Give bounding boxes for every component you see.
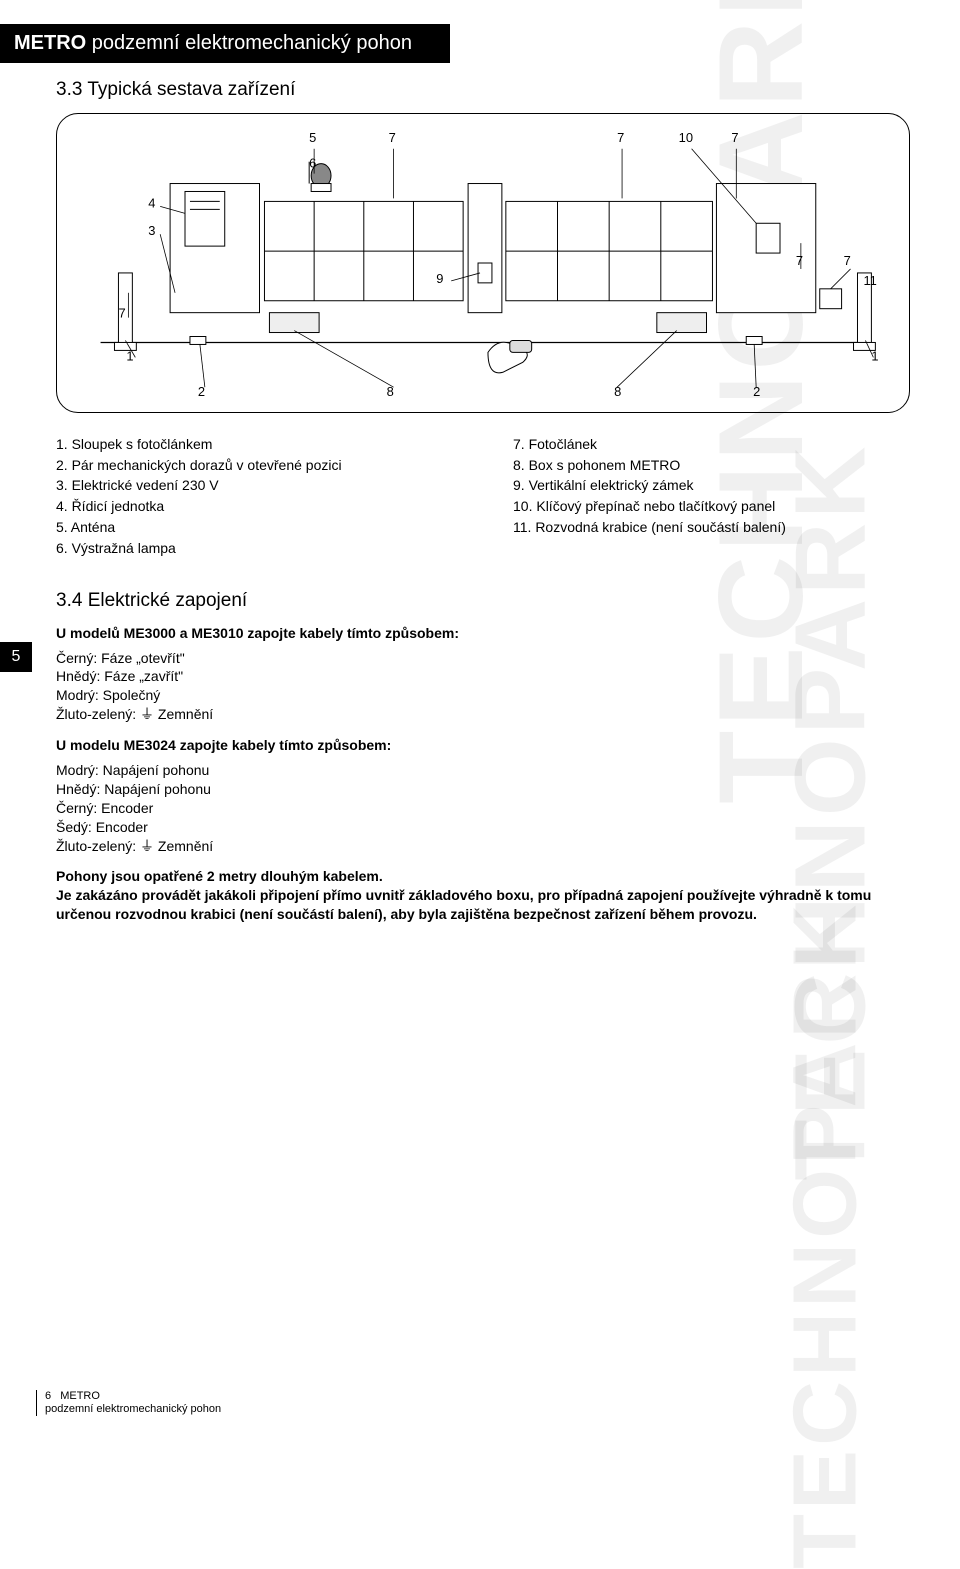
wiring-line: Modrý: Napájení pohonu: [56, 761, 910, 780]
svg-text:9: 9: [436, 271, 443, 286]
wiring-block-2-title: U modelu ME3024 zapojte kabely tímto způ…: [56, 736, 910, 755]
svg-text:6: 6: [309, 155, 316, 170]
legend-left-col: 1. Sloupek s fotočlánkem 2. Pár mechanic…: [56, 435, 453, 560]
svg-text:7: 7: [731, 129, 738, 144]
wiring-line: Žluto-zelený: ⏚ Zemnění: [56, 837, 910, 856]
final-note-1: Pohony jsou opatřené 2 metry dlouhým kab…: [56, 867, 910, 886]
legend-item: 7. Fotočlánek: [513, 435, 910, 454]
legend-item: 5. Anténa: [56, 518, 453, 537]
wiring-block-1-title: U modelů ME3000 a ME3010 zapojte kabely …: [56, 624, 910, 643]
svg-text:4: 4: [148, 195, 155, 210]
side-tab-5: 5: [0, 642, 32, 672]
svg-text:7: 7: [118, 305, 125, 320]
final-note-2: Je zakázáno provádět jakákoli připojení …: [56, 886, 910, 924]
svg-text:2: 2: [198, 384, 205, 399]
wiring-block-2: Modrý: Napájení pohonu Hnědý: Napájení p…: [56, 761, 910, 855]
footer-brand: METRO: [60, 1390, 100, 1402]
legend-item: 3. Elektrické vedení 230 V: [56, 476, 453, 495]
section-3-4-title: 3.4 Elektrické zapojení: [56, 588, 910, 614]
svg-text:3: 3: [148, 223, 155, 238]
header-brand: METRO: [14, 32, 86, 54]
legend-item: 8. Box s pohonem METRO: [513, 456, 910, 475]
page-header-bar: METRO podzemní elektromechanický pohon: [0, 24, 450, 63]
wiring-line: Černý: Encoder: [56, 799, 910, 818]
diagram-legend: 1. Sloupek s fotočlánkem 2. Pár mechanic…: [56, 435, 910, 560]
section-3-3-title: 3.3 Typická sestava zařízení: [56, 77, 910, 103]
wiring-line: Modrý: Společný: [56, 686, 910, 705]
legend-item: 2. Pár mechanických dorazů v otevřené po…: [56, 456, 453, 475]
legend-item: 1. Sloupek s fotočlánkem: [56, 435, 453, 454]
legend-item: 11. Rozvodná krabice (není součástí bale…: [513, 518, 910, 537]
wiring-line: Šedý: Encoder: [56, 818, 910, 837]
footer-sub: podzemní elektromechanický pohon: [45, 1403, 221, 1415]
svg-text:7: 7: [389, 129, 396, 144]
svg-text:1: 1: [871, 348, 878, 363]
wiring-line: Hnědý: Fáze „zavřít": [56, 667, 910, 686]
svg-text:11: 11: [863, 272, 876, 287]
installation-diagram: 5 6 7 7 10 7 4 3 9 7 7 11 7 1 1 2 2 8 8: [56, 113, 910, 413]
legend-item: 4. Řídicí jednotka: [56, 497, 453, 516]
svg-text:1: 1: [126, 348, 133, 363]
svg-text:10: 10: [679, 129, 693, 144]
legend-item: 6. Výstražná lampa: [56, 539, 453, 558]
legend-item: 10. Klíčový přepínač nebo tlačítkový pan…: [513, 497, 910, 516]
watermark: TECHNOPARK: [765, 901, 887, 1569]
svg-text:7: 7: [796, 253, 803, 268]
page-number: 6: [45, 1390, 51, 1403]
svg-text:8: 8: [614, 384, 621, 399]
svg-text:7: 7: [844, 253, 851, 268]
wiring-line: Černý: Fáze „otevřít": [56, 649, 910, 668]
wiring-block-1: Černý: Fáze „otevřít" Hnědý: Fáze „zavří…: [56, 649, 910, 725]
wiring-line: Hnědý: Napájení pohonu: [56, 780, 910, 799]
legend-item: 9. Vertikální elektrický zámek: [513, 476, 910, 495]
svg-text:5: 5: [309, 129, 316, 144]
wiring-line: Žluto-zelený: ⏚ Zemnění: [56, 705, 910, 724]
svg-text:8: 8: [387, 384, 394, 399]
page-footer: 6 METRO podzemní elektromechanický pohon: [36, 1390, 221, 1416]
svg-text:7: 7: [617, 129, 624, 144]
header-subtitle: podzemní elektromechanický pohon: [92, 32, 412, 54]
legend-right-col: 7. Fotočlánek 8. Box s pohonem METRO 9. …: [513, 435, 910, 560]
svg-text:2: 2: [753, 384, 760, 399]
